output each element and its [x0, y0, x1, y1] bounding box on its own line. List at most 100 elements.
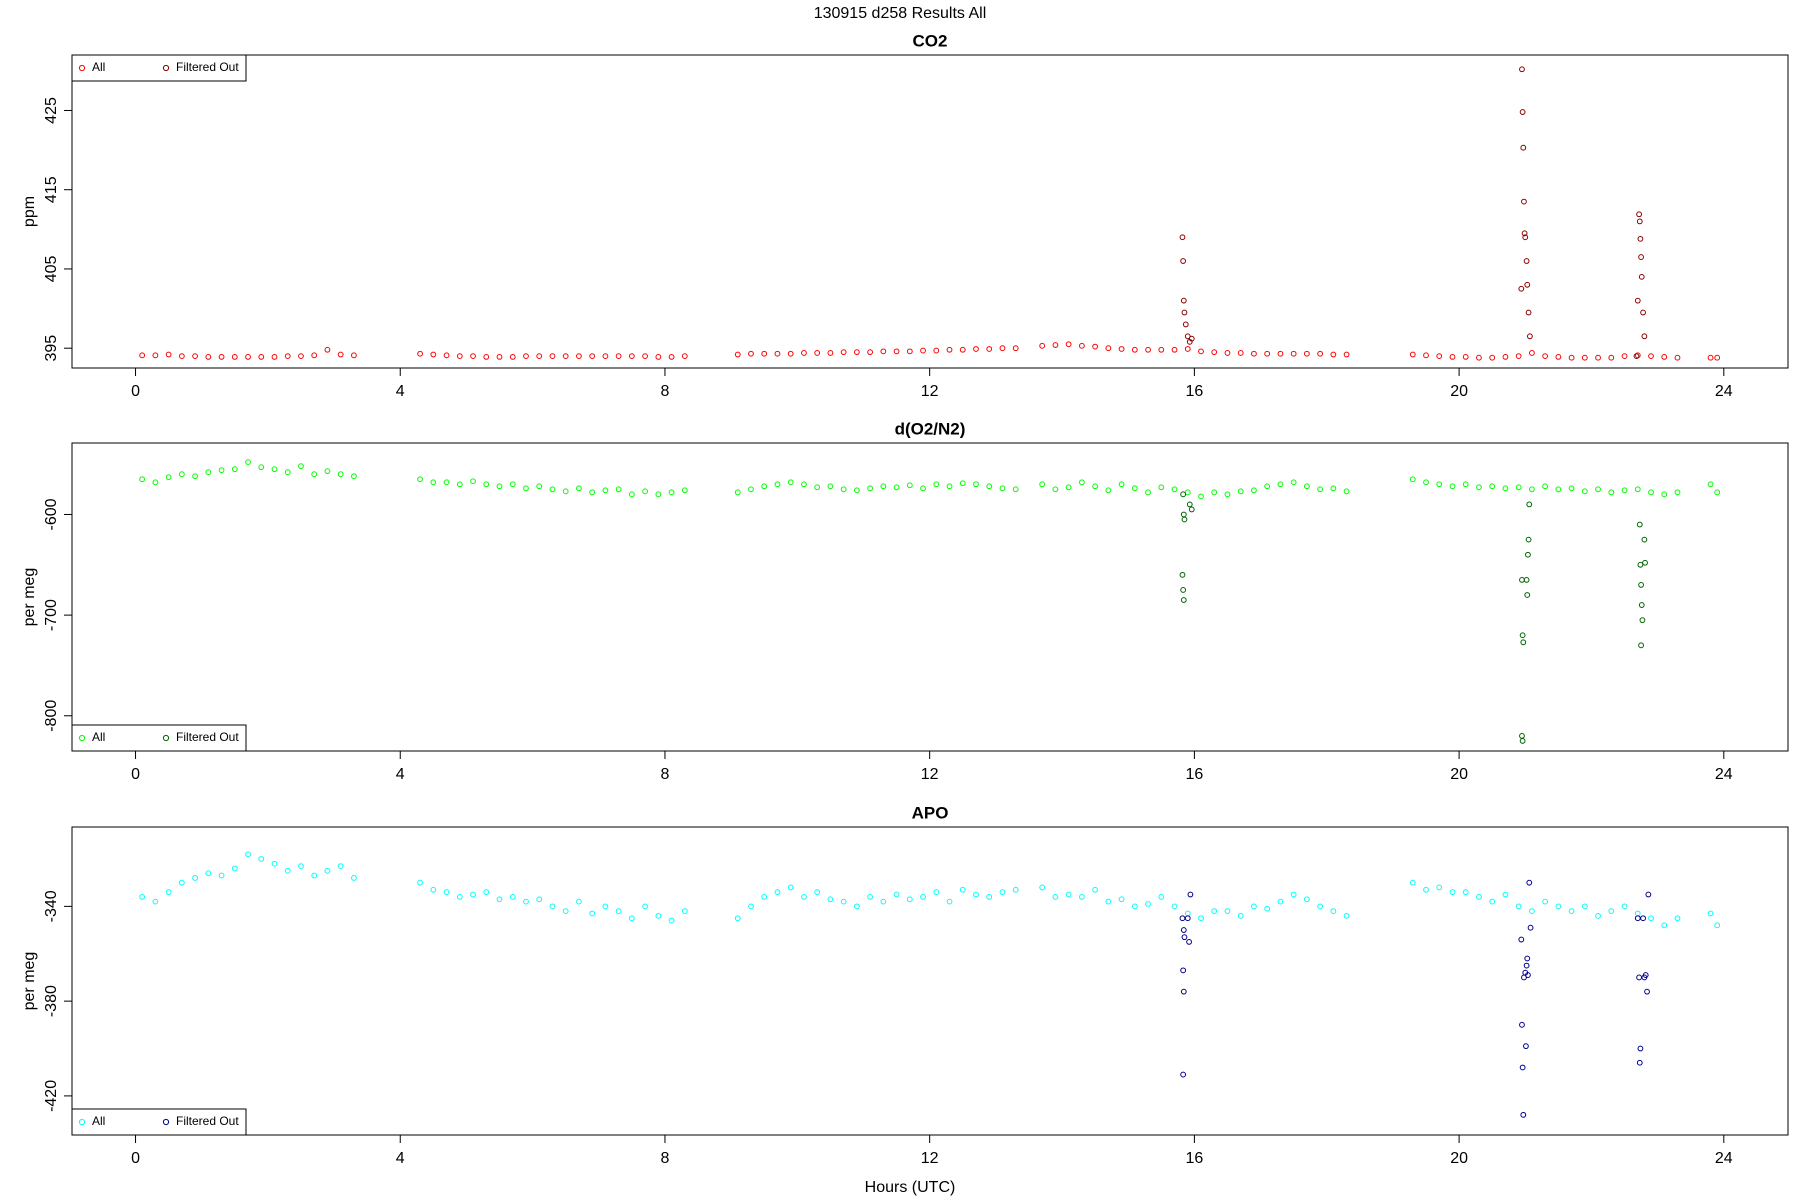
point [615, 486, 622, 493]
point [417, 879, 423, 886]
page-title: 130915 d258 Results All [814, 5, 987, 22]
point [920, 893, 926, 900]
point [1343, 351, 1350, 358]
point [1661, 354, 1668, 360]
x-tick-label: 4 [396, 1150, 405, 1167]
point [205, 469, 212, 476]
point [1039, 481, 1046, 488]
point [761, 483, 768, 490]
point [1519, 733, 1525, 739]
point [165, 889, 172, 896]
point [1251, 350, 1257, 357]
point [576, 485, 582, 492]
point [245, 354, 251, 360]
point [1526, 879, 1533, 886]
legend-label: All [92, 1114, 105, 1128]
point [1581, 488, 1588, 495]
legend-label: Filtered Out [176, 1114, 239, 1128]
point [1555, 903, 1562, 910]
point [589, 910, 596, 917]
y-axis-label: per meg [21, 952, 38, 1011]
point [814, 484, 821, 491]
point [1502, 891, 1509, 898]
y-tick-label: -600 [43, 498, 60, 530]
point [946, 346, 953, 353]
point [139, 476, 146, 483]
point [1131, 485, 1138, 492]
point [1171, 903, 1178, 910]
point [615, 353, 622, 360]
point [1519, 1064, 1526, 1071]
point [1039, 884, 1046, 891]
point [1198, 348, 1204, 355]
point [1542, 898, 1549, 905]
point [1180, 491, 1187, 498]
point [774, 350, 781, 357]
point [1330, 908, 1337, 915]
point [1644, 988, 1650, 995]
point [867, 485, 874, 492]
point [642, 488, 649, 495]
point [509, 354, 516, 360]
point [628, 353, 635, 360]
point [840, 349, 847, 356]
point [1648, 915, 1654, 922]
point [999, 345, 1006, 352]
point [668, 354, 675, 360]
point [1523, 258, 1530, 264]
x-tick-label: 20 [1450, 1150, 1468, 1167]
point [1641, 333, 1648, 340]
point [655, 354, 662, 360]
point [496, 354, 503, 360]
point [470, 478, 476, 485]
point [1303, 896, 1310, 903]
point [1449, 354, 1456, 360]
point [245, 459, 251, 466]
point [959, 480, 966, 487]
point [1674, 489, 1681, 496]
point [1633, 353, 1640, 360]
point [337, 863, 344, 869]
point [1303, 483, 1310, 490]
point [430, 351, 437, 358]
y-axis-label: per meg [21, 568, 38, 627]
point [853, 349, 860, 356]
point [1180, 297, 1187, 304]
point [1568, 908, 1575, 915]
point [1184, 346, 1191, 352]
point [483, 481, 490, 488]
point [867, 893, 874, 900]
point [1634, 915, 1641, 922]
point [986, 346, 993, 352]
x-tick-label: 16 [1185, 1150, 1203, 1167]
point [1078, 342, 1085, 349]
y-axis-label: ppm [21, 196, 38, 227]
point [430, 886, 437, 893]
point [1525, 536, 1532, 543]
plot-frame [71, 442, 1789, 752]
point [1502, 485, 1509, 492]
point [602, 487, 609, 494]
point [1555, 486, 1562, 493]
point [801, 350, 807, 356]
point [1158, 893, 1165, 900]
point [1105, 487, 1112, 494]
point [1476, 354, 1482, 361]
panel-title: CO2 [913, 31, 948, 50]
point [1409, 351, 1416, 358]
point [1542, 353, 1549, 360]
point [1211, 908, 1218, 915]
point [1527, 924, 1534, 931]
point [192, 353, 198, 360]
point [681, 908, 688, 915]
point [1636, 211, 1642, 218]
point [417, 350, 423, 357]
point [1131, 903, 1138, 910]
point [1181, 516, 1188, 523]
point [1449, 483, 1456, 490]
point [549, 486, 556, 493]
point [417, 476, 423, 483]
point [1608, 908, 1615, 915]
point [1707, 481, 1714, 488]
point [734, 351, 741, 358]
